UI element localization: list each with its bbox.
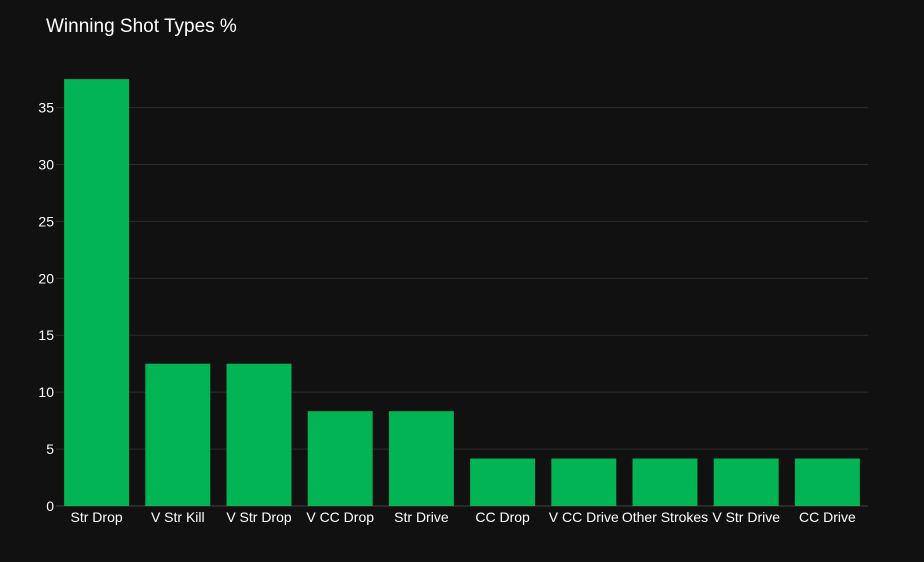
bar[interactable]: [713, 458, 779, 506]
y-tick-label: 5: [46, 441, 54, 457]
x-tick-label: V Str Kill: [151, 509, 205, 525]
chart-title: Winning Shot Types %: [46, 16, 237, 37]
x-tick-label: V CC Drive: [549, 509, 619, 525]
bars: [64, 79, 860, 506]
y-tick-label: 30: [38, 156, 54, 172]
x-tick-label: V Str Drop: [226, 509, 292, 525]
y-tick-label: 25: [38, 213, 54, 229]
bar[interactable]: [388, 411, 454, 506]
x-tick-label: CC Drop: [475, 509, 530, 525]
bar[interactable]: [307, 411, 373, 506]
bar[interactable]: [794, 458, 860, 506]
x-tick-label: Other Strokes: [622, 509, 708, 525]
x-tick-label: CC Drive: [799, 509, 856, 525]
bar[interactable]: [64, 79, 130, 506]
y-axis-ticks: 0 5 10 15 20 25 30 35: [38, 100, 54, 514]
y-tick-label: 15: [38, 327, 54, 343]
x-axis-ticks: Str Drop V Str Kill V Str Drop V CC Drop Str…: [71, 509, 856, 525]
bar[interactable]: [551, 458, 617, 506]
x-tick-label: V CC Drop: [306, 509, 374, 525]
bar[interactable]: [470, 458, 536, 506]
bar[interactable]: [145, 363, 211, 506]
y-tick-label: 35: [38, 100, 54, 116]
x-tick-label: Str Drive: [394, 509, 449, 525]
y-tick-label: 10: [38, 384, 54, 400]
x-tick-label: Str Drop: [71, 509, 123, 525]
bar[interactable]: [226, 363, 292, 506]
x-tick-label: V Str Drive: [712, 509, 780, 525]
y-tick-label: 20: [38, 270, 54, 286]
y-tick-label: 0: [46, 498, 54, 514]
bar[interactable]: [632, 458, 698, 506]
